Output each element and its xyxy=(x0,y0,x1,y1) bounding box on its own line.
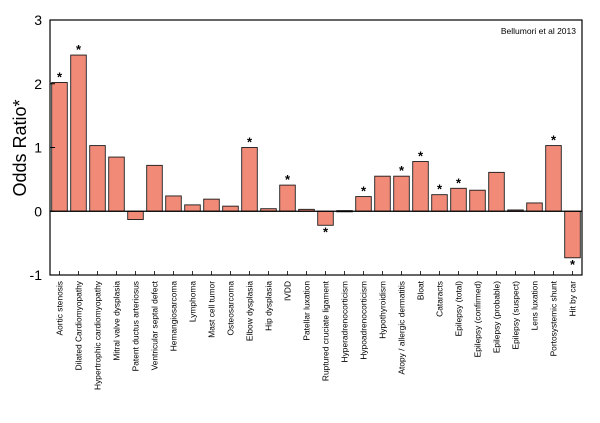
y-tick-label: 0 xyxy=(34,203,42,219)
x-tick-label: Patellar luxation xyxy=(302,281,312,341)
bar-lens-luxation xyxy=(526,202,543,212)
significance-star: * xyxy=(285,172,291,187)
x-tick-label: Hypothyroidism xyxy=(378,281,388,339)
plot-layer: * * * * * * * * * * * * xyxy=(51,42,581,272)
significance-star: * xyxy=(76,42,82,57)
x-tick-label: Bloat xyxy=(416,280,426,300)
bar-bloat xyxy=(412,161,429,212)
bar-hypothyroidism xyxy=(374,175,391,212)
bar-hit-by-car xyxy=(564,210,581,259)
y-axis-label: Odds Ratio* xyxy=(10,99,30,196)
x-tick-label: Hyperadrenocorticism xyxy=(340,281,350,362)
x-tick-label: Elbow dysplasia xyxy=(245,281,255,341)
significance-star: * xyxy=(418,149,424,164)
x-tick-label: Hip dysplasia xyxy=(264,281,274,331)
citation-annotation: Bellumori et al 2013 xyxy=(501,26,576,36)
x-tick-label: Mast cell tumor xyxy=(207,281,217,338)
bar-epilepsy-probable xyxy=(488,171,505,212)
x-tick-label: Aortic stenosis xyxy=(55,281,65,335)
y-tick-label: 2 xyxy=(34,76,42,92)
bar-ventricular-septal-defect xyxy=(146,164,163,212)
x-tick-label: Ventricular septal defect xyxy=(150,280,160,370)
bar-ruptured-cruciate-ligament xyxy=(317,210,334,226)
x-tick-label: Hypoadrenocorticism xyxy=(359,281,369,360)
x-axis: Aortic stenosis Dilated Cardiomyopathy Hyp… xyxy=(55,271,578,390)
significance-star: * xyxy=(456,175,462,190)
x-tick-label: Cataracts xyxy=(435,281,445,317)
x-tick-label: Epilepsy (suspect) xyxy=(511,281,521,350)
x-tick-label: Epilepsy (confirmed) xyxy=(473,281,483,358)
bar-portosystemic-shunt xyxy=(545,145,562,212)
x-tick-label: Hypertrophic cardiomyopathy xyxy=(93,280,103,390)
significance-star: * xyxy=(361,184,367,199)
bar-hypoadrenocorticism xyxy=(355,196,372,212)
bar-hemangiosarcoma xyxy=(165,195,182,212)
significance-star: * xyxy=(247,135,253,150)
significance-star: * xyxy=(551,133,557,148)
x-tick-label: Ruptured cruciate ligament xyxy=(321,280,331,381)
bar-atopy-allergic-dermatitis xyxy=(393,175,410,212)
x-tick-label: Patent ductus arteriosus xyxy=(131,281,141,371)
bar-elbow-dysplasia xyxy=(241,147,258,212)
bar-hypertrophic-cardiomyopathy xyxy=(89,145,106,212)
x-tick-label: Atopy / allergic dermatitis xyxy=(397,281,407,375)
x-tick-label: Osteosarcoma xyxy=(226,281,236,336)
bar-lymphoma xyxy=(184,204,201,212)
x-tick-label: Mitral valve dysplasia xyxy=(112,281,122,361)
x-tick-label: Hemangiosarcoma xyxy=(169,281,179,352)
bar-patent-ductus-arteriosus xyxy=(127,210,144,220)
significance-star: * xyxy=(399,163,405,178)
y-tick-label: -1 xyxy=(30,267,43,283)
x-tick-label: Dilated Cardiomyopathy xyxy=(74,280,84,370)
significance-star: * xyxy=(57,69,63,84)
bar-ivdd xyxy=(279,184,296,212)
bar-cataracts xyxy=(431,194,448,212)
x-tick-label: Lens luxation xyxy=(530,281,540,331)
y-tick-label: 3 xyxy=(34,12,42,28)
x-tick-label: Hit by car xyxy=(568,281,578,317)
bar-epilepsy-total xyxy=(450,187,467,212)
bar-mast-cell-tumor xyxy=(203,198,220,212)
significance-star: * xyxy=(437,182,443,197)
significance-star: * xyxy=(570,257,576,272)
bar-osteosarcoma xyxy=(222,205,239,212)
y-tick-label: 1 xyxy=(34,140,42,156)
x-tick-label: Epilepsy (probable) xyxy=(492,281,502,353)
y-axis: -1 0 1 2 3 xyxy=(30,12,55,283)
x-tick-label: IVDD xyxy=(283,281,293,301)
plot-frame xyxy=(49,19,583,276)
x-tick-label: Portosystemic shunt xyxy=(549,280,559,356)
x-tick-label: Lymphoma xyxy=(188,281,198,322)
bar-mitral-valve-dysplasia xyxy=(108,156,125,212)
bar-epilepsy-confirmed xyxy=(469,189,486,212)
bar-dilated-cardiomyopathy xyxy=(70,54,87,212)
bar-aortic-stenosis xyxy=(51,82,68,212)
significance-star: * xyxy=(323,224,329,239)
x-tick-label: Epilepsy (total) xyxy=(454,281,464,337)
